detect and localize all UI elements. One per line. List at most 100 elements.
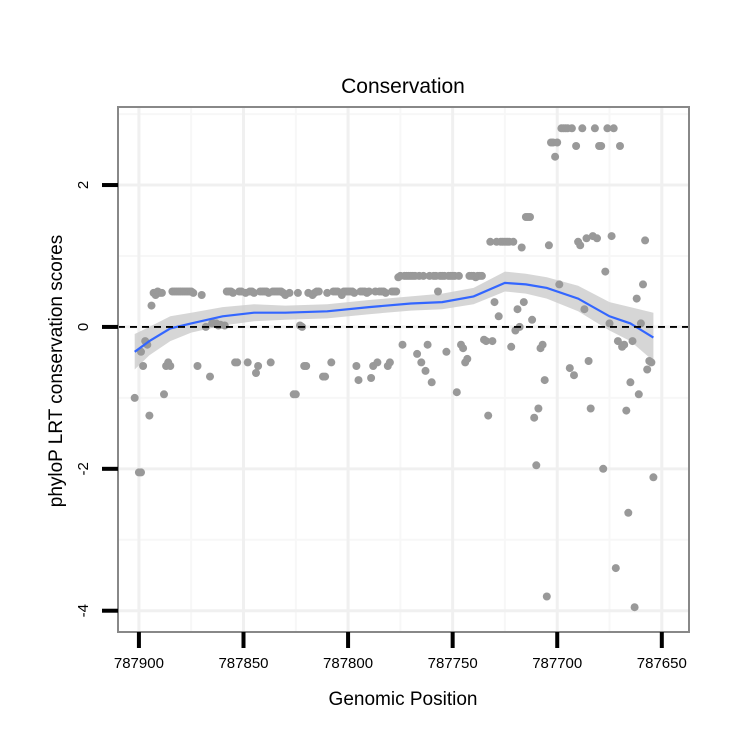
data-point — [586, 404, 595, 413]
data-point — [630, 603, 639, 612]
data-point — [513, 305, 522, 314]
data-point — [532, 461, 541, 470]
data-point — [434, 287, 442, 296]
data-point — [538, 340, 547, 349]
data-point — [601, 267, 610, 276]
data-point — [622, 406, 631, 415]
data-point — [605, 319, 614, 328]
data-point — [417, 358, 426, 367]
data-point — [145, 411, 154, 420]
data-point — [392, 287, 401, 296]
data-point — [576, 241, 585, 250]
data-point — [603, 124, 612, 133]
data-point — [593, 234, 601, 243]
data-point — [494, 312, 503, 321]
data-point — [540, 376, 549, 385]
data-point — [385, 358, 394, 367]
data-point — [553, 138, 562, 147]
data-point — [413, 349, 422, 358]
y-tick-label: 0 — [75, 323, 92, 331]
data-point — [628, 337, 637, 346]
data-point — [519, 298, 528, 307]
data-point — [373, 358, 382, 367]
data-point — [620, 340, 629, 349]
x-axis: 787900 787850 787800 787750 787700 787650 — [114, 632, 687, 672]
data-point — [544, 241, 553, 250]
data-point — [157, 288, 166, 297]
x-tick-label: 787850 — [218, 655, 268, 672]
data-point — [250, 288, 258, 297]
data-point — [321, 372, 330, 381]
data-point — [452, 388, 461, 397]
data-point — [611, 564, 620, 573]
data-point — [551, 152, 560, 161]
data-point — [509, 237, 518, 246]
data-point — [634, 390, 643, 399]
data-point — [578, 124, 587, 133]
data-point — [599, 464, 608, 473]
data-point — [229, 288, 237, 297]
data-point — [649, 473, 658, 482]
smooth-line — [134, 281, 654, 353]
data-point — [590, 124, 599, 133]
data-point — [314, 287, 323, 296]
x-tick-label: 787750 — [428, 655, 478, 672]
y-axis-label: phyloP LRT conservation scores — [46, 235, 67, 508]
data-point — [352, 362, 361, 370]
data-point — [220, 321, 229, 330]
data-point — [421, 366, 430, 375]
y-tick-label: 2 — [75, 181, 92, 189]
y-tick-label: -4 — [75, 604, 92, 617]
data-point — [350, 288, 359, 297]
data-point — [486, 237, 495, 246]
data-point — [193, 362, 202, 370]
data-point — [597, 142, 606, 150]
data-point — [526, 213, 534, 221]
data-point — [484, 411, 493, 420]
data-point — [327, 358, 336, 367]
data-point — [463, 354, 472, 363]
panel-border — [117, 106, 690, 633]
data-point — [482, 337, 491, 346]
confidence-ribbon — [134, 271, 654, 370]
data-point — [365, 287, 373, 296]
data-point — [398, 340, 407, 349]
data-point — [454, 271, 463, 280]
y-axis: -4 -2 0 2 — [75, 181, 118, 617]
data-point — [147, 301, 156, 310]
smooth-line-layer — [134, 281, 654, 353]
confidence-ribbon-layer — [134, 271, 654, 370]
data-point — [616, 142, 624, 150]
data-point — [643, 365, 652, 374]
data-point — [243, 358, 252, 367]
y-tick-label: -2 — [75, 462, 92, 475]
data-point — [565, 364, 574, 373]
data-point — [607, 232, 616, 241]
data-point — [206, 372, 214, 381]
data-point — [442, 347, 451, 356]
data-point — [507, 342, 516, 351]
data-point — [639, 280, 647, 289]
data-point — [490, 298, 499, 307]
data-point — [139, 362, 148, 370]
data-point — [354, 376, 363, 385]
data-point — [624, 508, 633, 517]
x-axis-label: Genomic Position — [329, 689, 478, 710]
x-tick-label: 787800 — [323, 655, 373, 672]
data-point — [285, 288, 294, 297]
data-point — [517, 243, 526, 252]
data-point — [609, 124, 618, 133]
data-point — [160, 390, 168, 399]
data-point — [582, 234, 591, 243]
data-point — [530, 413, 539, 422]
data-point — [137, 468, 145, 477]
data-point — [534, 404, 543, 413]
data-point — [477, 271, 486, 280]
data-point — [143, 340, 152, 349]
data-point — [488, 337, 497, 346]
data-point — [613, 337, 622, 346]
data-point — [252, 369, 260, 377]
x-tick-label: 787650 — [637, 655, 687, 672]
